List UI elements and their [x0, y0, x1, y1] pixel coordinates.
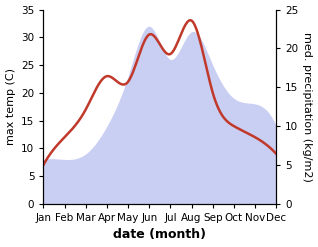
- Y-axis label: med. precipitation (kg/m2): med. precipitation (kg/m2): [302, 32, 313, 182]
- Y-axis label: max temp (C): max temp (C): [5, 68, 16, 145]
- X-axis label: date (month): date (month): [113, 228, 206, 242]
